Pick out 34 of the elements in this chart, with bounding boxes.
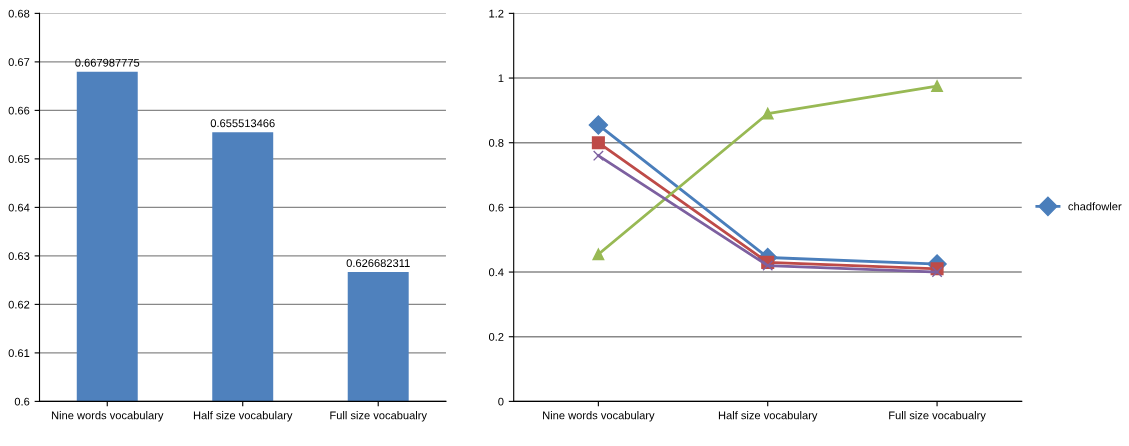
- x-tick-label: Half size vocabulary: [718, 411, 818, 422]
- y-tick-label: 0: [498, 397, 504, 406]
- data-label: 0.626682311: [346, 259, 410, 268]
- y-tick-label: 0.67: [8, 58, 30, 67]
- x-tick-label: Nine words vocabulary: [51, 411, 164, 422]
- point: [931, 266, 943, 278]
- x-tick-label: Half size vocabulary: [193, 411, 293, 422]
- x-tick-label: Full size vocabualry: [889, 411, 986, 422]
- legend-label: chadfowler: [1068, 202, 1122, 211]
- y-tick-label: 1.2: [489, 9, 504, 18]
- point: [588, 115, 609, 135]
- y-tick-label: 0.63: [8, 252, 30, 261]
- y-tick-label: 0.61: [8, 349, 30, 358]
- point: [592, 248, 605, 261]
- x-tick-label: Full size vocabualry: [330, 411, 427, 422]
- y-tick-label: 0.4: [488, 268, 504, 277]
- y-tick-label: 0.66: [8, 106, 30, 115]
- y-tick-label: 1: [498, 74, 504, 83]
- y-tick-label: 0.8: [488, 138, 504, 147]
- y-tick-label: 0.6: [488, 203, 504, 212]
- y-tick-label: 0.62: [8, 300, 30, 309]
- point: [762, 260, 774, 272]
- point: [591, 136, 605, 150]
- point: [931, 80, 944, 93]
- point: [592, 150, 604, 162]
- point: [761, 107, 774, 120]
- y-tick-label: 0.68: [8, 9, 30, 18]
- y-tick-label: 0.2: [488, 333, 504, 341]
- y-tick-label: 0.64: [8, 203, 30, 212]
- data-label: 0.655513466: [210, 119, 275, 128]
- y-tick-label: 0.6: [14, 397, 30, 406]
- x-tick-label: Nine words vocabulary: [543, 411, 655, 422]
- data-label: 0.667987775: [75, 58, 140, 67]
- y-tick-label: 0.65: [8, 155, 30, 164]
